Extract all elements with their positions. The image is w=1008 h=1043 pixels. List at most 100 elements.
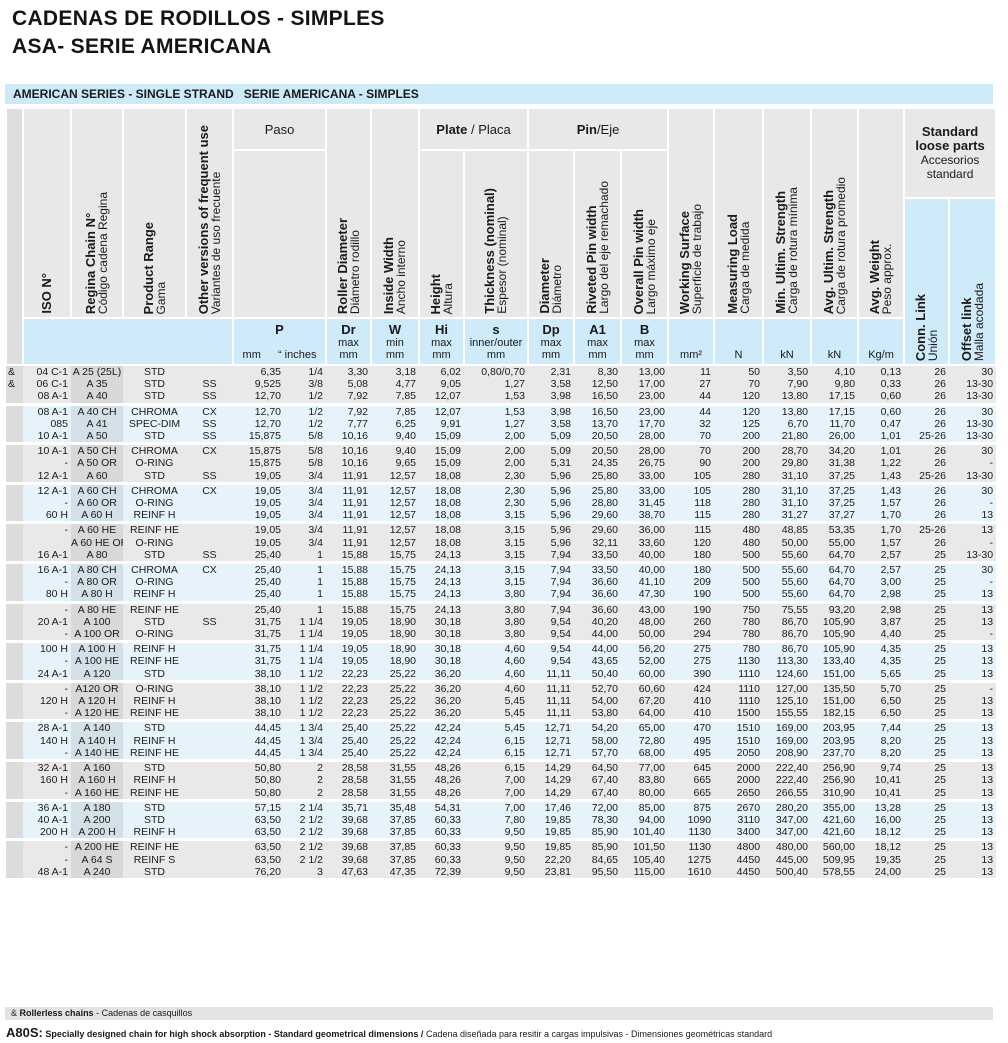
table-cell: 63,50 bbox=[233, 813, 284, 827]
page-title: CADENAS DE RODILLOS - SIMPLES bbox=[12, 7, 385, 30]
table-cell: SS bbox=[186, 615, 233, 629]
table-cell: 55,00 bbox=[811, 536, 859, 549]
section-band: AMERICAN SERIES - SINGLE STRAND SERIE AME… bbox=[5, 84, 993, 104]
table-cell: CX bbox=[186, 561, 233, 577]
table-cell: 665 bbox=[668, 774, 715, 787]
units-hi: Hi max mm bbox=[418, 317, 466, 366]
table-cell: 5/8 bbox=[284, 457, 327, 470]
table-cell: 127,00 bbox=[763, 679, 812, 696]
table-cell: 1,53 bbox=[464, 390, 529, 405]
table-cell: 16 A-1 bbox=[23, 548, 71, 563]
table-cell: 101,40 bbox=[621, 826, 669, 840]
table-cell: REINF H bbox=[123, 640, 186, 656]
table-cell: A 80 bbox=[71, 548, 123, 563]
table-cell: 5/8 bbox=[284, 430, 327, 444]
table-cell: 0,60 bbox=[858, 402, 905, 418]
table-cell: 0,13 bbox=[858, 365, 905, 379]
table-cell: 256,90 bbox=[811, 774, 859, 787]
table-cell: 18,90 bbox=[371, 640, 420, 656]
table-cell: 6,02 bbox=[419, 365, 465, 379]
table-cell: 1130 bbox=[668, 838, 715, 854]
table-cell: 36 A-1 bbox=[23, 798, 71, 814]
table-cell: 55,60 bbox=[763, 548, 812, 563]
table-cell: A 80 OR bbox=[71, 576, 123, 589]
table-cell: 421,60 bbox=[811, 813, 859, 827]
table-cell: A 160 HE bbox=[71, 786, 123, 801]
table-cell: 509,95 bbox=[811, 853, 859, 866]
table-cell: 28 A-1 bbox=[23, 719, 71, 735]
table-cell: 6,25 bbox=[371, 417, 420, 431]
table-cell: 085 bbox=[23, 417, 71, 431]
table-cell: 25 bbox=[904, 588, 950, 603]
table-cell: 2,00 bbox=[464, 457, 529, 470]
table-cell: 5,70 bbox=[858, 679, 905, 696]
table-cell: 38,70 bbox=[621, 509, 669, 523]
table-cell: 48,00 bbox=[621, 615, 669, 629]
table-cell: 500,40 bbox=[763, 865, 812, 878]
table-cell: 25,40 bbox=[233, 561, 284, 577]
table-cell: 12,57 bbox=[371, 536, 420, 549]
table-cell: 11,91 bbox=[326, 481, 372, 498]
table-cell bbox=[186, 774, 233, 787]
table-cell: 2050 bbox=[714, 746, 764, 761]
table-cell: 65,00 bbox=[621, 719, 669, 735]
table-cell: 1,57 bbox=[858, 536, 905, 549]
table-cell bbox=[186, 734, 233, 747]
table-cell: 222,40 bbox=[763, 759, 812, 775]
table-cell bbox=[23, 536, 71, 549]
table-cell: 3,00 bbox=[858, 576, 905, 589]
table-cell: - bbox=[23, 497, 71, 510]
header-conn-link: Conn. Link Unión bbox=[903, 197, 951, 366]
table-cell: A 140 HE bbox=[71, 746, 123, 761]
table-cell: 3,58 bbox=[528, 378, 575, 391]
table-cell: REINF HE bbox=[123, 521, 186, 537]
table-cell: 1 3/4 bbox=[284, 719, 327, 735]
table-cell: 1,53 bbox=[464, 402, 529, 418]
table-cell: 7,94 bbox=[528, 588, 575, 603]
table-cell: 30,18 bbox=[419, 640, 465, 656]
table-cell: STD bbox=[123, 430, 186, 444]
table-cell: 28,80 bbox=[574, 497, 622, 510]
table-cell: 43,00 bbox=[621, 600, 669, 616]
table-cell bbox=[6, 548, 23, 563]
header-min-strength: Min. Ultim. Strength Carga de rotura míni… bbox=[762, 107, 813, 319]
table-cell bbox=[6, 588, 23, 603]
table-cell: 15,875 bbox=[233, 457, 284, 470]
table-cell: 15,88 bbox=[326, 588, 372, 603]
table-cell: 36,20 bbox=[419, 707, 465, 721]
table-cell: 266,55 bbox=[763, 786, 812, 801]
table-cell: 30 bbox=[949, 442, 997, 458]
table-cell: 1510 bbox=[714, 719, 764, 735]
table-cell: - bbox=[23, 655, 71, 668]
table-cell: 15,75 bbox=[371, 576, 420, 589]
table-cell: 25,40 bbox=[233, 588, 284, 603]
table-cell: 25,40 bbox=[326, 746, 372, 761]
table-cell: 780 bbox=[714, 628, 764, 642]
chain-spec-table: ISO N° Regina Chain N° Código cadena Regi… bbox=[5, 107, 998, 878]
table-cell: 26 bbox=[904, 481, 950, 498]
table-cell bbox=[186, 746, 233, 761]
table-cell: 37,27 bbox=[811, 509, 859, 523]
table-cell: 3/4 bbox=[284, 469, 327, 484]
table-cell: 2,30 bbox=[464, 497, 529, 510]
table-cell: 30 bbox=[949, 365, 997, 379]
table-cell: 1,27 bbox=[464, 417, 529, 431]
table-cell: 25 bbox=[904, 798, 950, 814]
table-cell: 19,05 bbox=[233, 481, 284, 498]
table-cell: 04 C-1 bbox=[23, 365, 71, 379]
table-cell: - bbox=[949, 679, 997, 696]
table-cell: STD bbox=[123, 469, 186, 484]
table-cell: 13 bbox=[949, 588, 997, 603]
table-cell: 11,11 bbox=[528, 679, 575, 696]
table-cell: 11,70 bbox=[811, 417, 859, 431]
table-cell: 37,85 bbox=[371, 826, 420, 840]
table-cell: 90 bbox=[668, 457, 715, 470]
table-cell: STD bbox=[123, 615, 186, 629]
table-cell: 11,11 bbox=[528, 707, 575, 721]
table-cell: 140 H bbox=[23, 734, 71, 747]
table-cell: 200 bbox=[714, 457, 764, 470]
table-cell: 44,45 bbox=[233, 719, 284, 735]
table-cell: 26,00 bbox=[811, 430, 859, 444]
table-cell: 60,33 bbox=[419, 838, 465, 854]
